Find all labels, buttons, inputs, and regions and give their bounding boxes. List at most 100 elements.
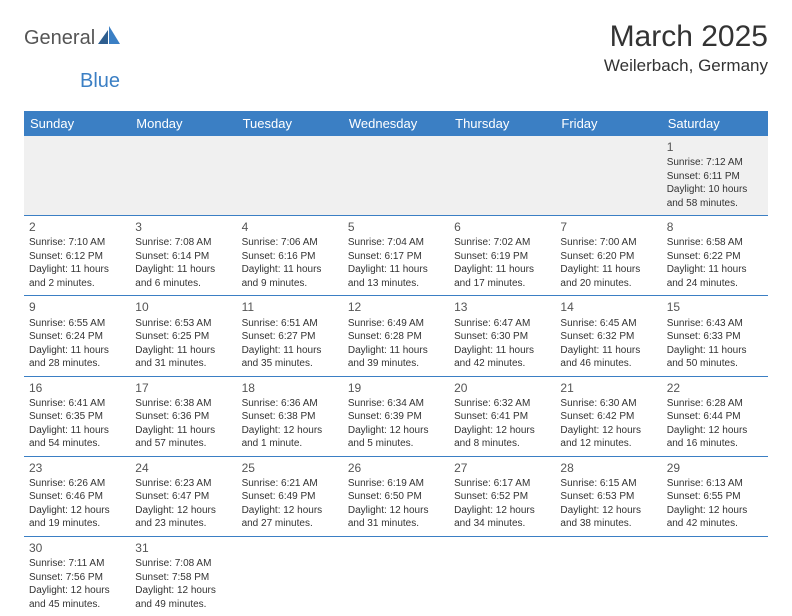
day-cell: 21Sunrise: 6:30 AMSunset: 6:42 PMDayligh…	[555, 376, 661, 456]
sunrise-text: Sunrise: 6:23 AM	[135, 477, 231, 491]
logo-text-blue: Blue	[80, 70, 120, 92]
logo: General	[24, 26, 120, 51]
sunset-text: Sunset: 6:17 PM	[348, 250, 444, 264]
day-cell: 22Sunrise: 6:28 AMSunset: 6:44 PMDayligh…	[662, 376, 768, 456]
daylight-text: Daylight: 11 hours and 31 minutes.	[135, 344, 231, 371]
day-cell: 12Sunrise: 6:49 AMSunset: 6:28 PMDayligh…	[343, 296, 449, 376]
sunrise-text: Sunrise: 6:26 AM	[29, 477, 125, 491]
sunrise-text: Sunrise: 7:06 AM	[242, 236, 338, 250]
daylight-text: Daylight: 12 hours and 45 minutes.	[29, 584, 125, 611]
daylight-text: Daylight: 11 hours and 39 minutes.	[348, 344, 444, 371]
sunrise-text: Sunrise: 6:41 AM	[29, 397, 125, 411]
day-number: 31	[135, 540, 231, 556]
daylight-text: Daylight: 12 hours and 19 minutes.	[29, 504, 125, 531]
day-number: 23	[29, 460, 125, 476]
sunrise-text: Sunrise: 6:32 AM	[454, 397, 550, 411]
sunset-text: Sunset: 6:50 PM	[348, 490, 444, 504]
daylight-text: Daylight: 11 hours and 13 minutes.	[348, 263, 444, 290]
sunrise-text: Sunrise: 6:17 AM	[454, 477, 550, 491]
calendar-table: SundayMondayTuesdayWednesdayThursdayFrid…	[24, 111, 768, 616]
sunrise-text: Sunrise: 7:10 AM	[29, 236, 125, 250]
daylight-text: Daylight: 12 hours and 5 minutes.	[348, 424, 444, 451]
empty-cell	[343, 136, 449, 216]
empty-cell	[449, 536, 555, 616]
sunset-text: Sunset: 6:55 PM	[667, 490, 763, 504]
week-row: 2Sunrise: 7:10 AMSunset: 6:12 PMDaylight…	[24, 216, 768, 296]
day-cell: 15Sunrise: 6:43 AMSunset: 6:33 PMDayligh…	[662, 296, 768, 376]
sunset-text: Sunset: 6:22 PM	[667, 250, 763, 264]
empty-cell	[237, 536, 343, 616]
sunrise-text: Sunrise: 7:12 AM	[667, 156, 763, 170]
daylight-text: Daylight: 11 hours and 50 minutes.	[667, 344, 763, 371]
week-row: 16Sunrise: 6:41 AMSunset: 6:35 PMDayligh…	[24, 376, 768, 456]
day-number: 24	[135, 460, 231, 476]
day-cell: 20Sunrise: 6:32 AMSunset: 6:41 PMDayligh…	[449, 376, 555, 456]
day-cell: 27Sunrise: 6:17 AMSunset: 6:52 PMDayligh…	[449, 456, 555, 536]
sunrise-text: Sunrise: 6:13 AM	[667, 477, 763, 491]
daylight-text: Daylight: 11 hours and 54 minutes.	[29, 424, 125, 451]
sunrise-text: Sunrise: 7:02 AM	[454, 236, 550, 250]
empty-cell	[24, 136, 130, 216]
day-number: 2	[29, 219, 125, 235]
day-cell: 29Sunrise: 6:13 AMSunset: 6:55 PMDayligh…	[662, 456, 768, 536]
sunset-text: Sunset: 6:36 PM	[135, 410, 231, 424]
sunset-text: Sunset: 6:30 PM	[454, 330, 550, 344]
sunset-text: Sunset: 6:14 PM	[135, 250, 231, 264]
day-header: Monday	[130, 111, 236, 136]
day-number: 19	[348, 380, 444, 396]
day-number: 3	[135, 219, 231, 235]
week-row: 1Sunrise: 7:12 AMSunset: 6:11 PMDaylight…	[24, 136, 768, 216]
sunrise-text: Sunrise: 6:34 AM	[348, 397, 444, 411]
week-row: 9Sunrise: 6:55 AMSunset: 6:24 PMDaylight…	[24, 296, 768, 376]
day-cell: 30Sunrise: 7:11 AMSunset: 7:56 PMDayligh…	[24, 536, 130, 616]
daylight-text: Daylight: 12 hours and 34 minutes.	[454, 504, 550, 531]
day-cell: 11Sunrise: 6:51 AMSunset: 6:27 PMDayligh…	[237, 296, 343, 376]
day-cell: 16Sunrise: 6:41 AMSunset: 6:35 PMDayligh…	[24, 376, 130, 456]
day-cell: 23Sunrise: 6:26 AMSunset: 6:46 PMDayligh…	[24, 456, 130, 536]
day-number: 26	[348, 460, 444, 476]
sunset-text: Sunset: 6:53 PM	[560, 490, 656, 504]
day-cell: 28Sunrise: 6:15 AMSunset: 6:53 PMDayligh…	[555, 456, 661, 536]
sunrise-text: Sunrise: 7:08 AM	[135, 557, 231, 571]
sunset-text: Sunset: 6:27 PM	[242, 330, 338, 344]
sunset-text: Sunset: 6:32 PM	[560, 330, 656, 344]
daylight-text: Daylight: 10 hours and 58 minutes.	[667, 183, 763, 210]
week-row: 30Sunrise: 7:11 AMSunset: 7:56 PMDayligh…	[24, 536, 768, 616]
day-cell: 8Sunrise: 6:58 AMSunset: 6:22 PMDaylight…	[662, 216, 768, 296]
day-cell: 31Sunrise: 7:08 AMSunset: 7:58 PMDayligh…	[130, 536, 236, 616]
day-number: 14	[560, 299, 656, 315]
day-number: 4	[242, 219, 338, 235]
day-number: 6	[454, 219, 550, 235]
daylight-text: Daylight: 11 hours and 57 minutes.	[135, 424, 231, 451]
daylight-text: Daylight: 12 hours and 23 minutes.	[135, 504, 231, 531]
daylight-text: Daylight: 12 hours and 38 minutes.	[560, 504, 656, 531]
day-number: 22	[667, 380, 763, 396]
week-row: 23Sunrise: 6:26 AMSunset: 6:46 PMDayligh…	[24, 456, 768, 536]
day-number: 28	[560, 460, 656, 476]
sunrise-text: Sunrise: 6:49 AM	[348, 317, 444, 331]
empty-cell	[237, 136, 343, 216]
sunrise-text: Sunrise: 6:28 AM	[667, 397, 763, 411]
sunset-text: Sunset: 6:38 PM	[242, 410, 338, 424]
sunrise-text: Sunrise: 6:15 AM	[560, 477, 656, 491]
sunset-text: Sunset: 6:42 PM	[560, 410, 656, 424]
sunset-text: Sunset: 6:39 PM	[348, 410, 444, 424]
daylight-text: Daylight: 11 hours and 9 minutes.	[242, 263, 338, 290]
day-header: Sunday	[24, 111, 130, 136]
day-cell: 19Sunrise: 6:34 AMSunset: 6:39 PMDayligh…	[343, 376, 449, 456]
day-header: Tuesday	[237, 111, 343, 136]
sunset-text: Sunset: 7:56 PM	[29, 571, 125, 585]
sunrise-text: Sunrise: 6:45 AM	[560, 317, 656, 331]
sunrise-text: Sunrise: 6:58 AM	[667, 236, 763, 250]
sunset-text: Sunset: 6:49 PM	[242, 490, 338, 504]
day-header: Wednesday	[343, 111, 449, 136]
sunrise-text: Sunrise: 6:19 AM	[348, 477, 444, 491]
daylight-text: Daylight: 11 hours and 20 minutes.	[560, 263, 656, 290]
day-number: 16	[29, 380, 125, 396]
day-cell: 6Sunrise: 7:02 AMSunset: 6:19 PMDaylight…	[449, 216, 555, 296]
day-cell: 25Sunrise: 6:21 AMSunset: 6:49 PMDayligh…	[237, 456, 343, 536]
daylight-text: Daylight: 12 hours and 31 minutes.	[348, 504, 444, 531]
day-cell: 4Sunrise: 7:06 AMSunset: 6:16 PMDaylight…	[237, 216, 343, 296]
sunset-text: Sunset: 6:28 PM	[348, 330, 444, 344]
day-header: Friday	[555, 111, 661, 136]
